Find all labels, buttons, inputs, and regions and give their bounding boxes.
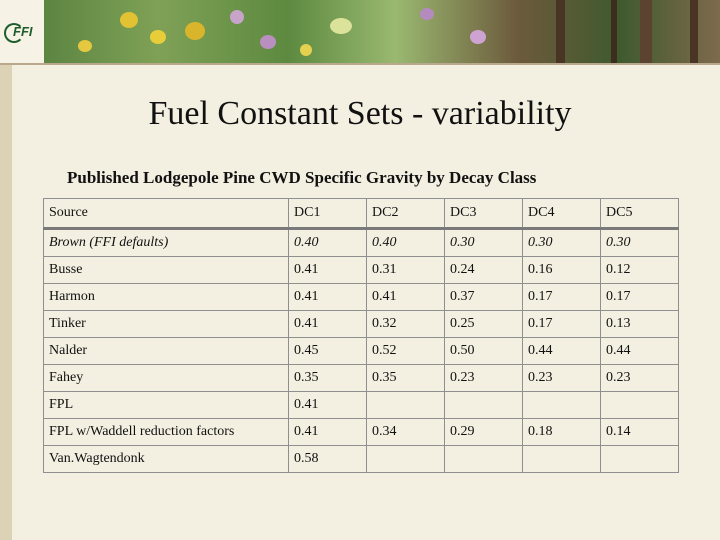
value-cell: 0.31: [366, 256, 445, 284]
flower: [120, 12, 138, 28]
value-cell: 0.13: [600, 310, 679, 338]
tree-trunk: [690, 0, 698, 63]
value-cell: 0.45: [288, 337, 367, 365]
value-cell: 0.18: [522, 418, 601, 446]
table-header-row: Source DC1 DC2 DC3 DC4 DC5: [43, 198, 679, 230]
table-row: Nalder 0.45 0.52 0.50 0.44 0.44: [43, 337, 679, 365]
value-cell: 0.41: [288, 418, 367, 446]
value-cell: [522, 445, 601, 473]
value-cell: 0.41: [366, 283, 445, 311]
source-cell: Fahey: [43, 364, 289, 392]
table-row: Harmon 0.41 0.41 0.37 0.17 0.17: [43, 283, 679, 311]
banner-divider: [0, 63, 720, 65]
table-row: Tinker 0.41 0.32 0.25 0.17 0.13: [43, 310, 679, 338]
column-header: DC2: [366, 198, 445, 230]
value-cell: 0.35: [366, 364, 445, 392]
specific-gravity-table: Source DC1 DC2 DC3 DC4 DC5 Brown (FFI de…: [43, 198, 679, 473]
value-cell: [600, 391, 679, 419]
value-cell: 0.34: [366, 418, 445, 446]
value-cell: [600, 445, 679, 473]
value-cell: 0.17: [522, 283, 601, 311]
column-header: DC3: [444, 198, 523, 230]
column-header: DC4: [522, 198, 601, 230]
value-cell: [366, 391, 445, 419]
value-cell: [522, 391, 601, 419]
slide-title: Fuel Constant Sets - variability: [148, 95, 572, 132]
table-row: FPL 0.41: [43, 391, 679, 419]
value-cell: 0.40: [288, 228, 367, 257]
ffi-logo: FFI: [4, 22, 40, 43]
value-cell: 0.14: [600, 418, 679, 446]
table-row: Brown (FFI defaults) 0.40 0.40 0.30 0.30…: [43, 228, 679, 257]
table-row: FPL w/Waddell reduction factors 0.41 0.3…: [43, 418, 679, 446]
flower: [330, 18, 352, 34]
logo-panel: FFI: [0, 0, 44, 63]
flower: [185, 22, 205, 40]
value-cell: 0.44: [522, 337, 601, 365]
value-cell: 0.30: [444, 228, 523, 257]
column-header: DC5: [600, 198, 679, 230]
source-cell: Busse: [43, 256, 289, 284]
value-cell: 0.24: [444, 256, 523, 284]
flower: [470, 30, 486, 44]
value-cell: 0.37: [444, 283, 523, 311]
source-cell: Harmon: [43, 283, 289, 311]
value-cell: 0.23: [444, 364, 523, 392]
flower: [78, 40, 92, 52]
value-cell: 0.17: [600, 283, 679, 311]
tree-trunk: [556, 0, 565, 63]
flower: [260, 35, 276, 49]
value-cell: 0.41: [288, 391, 367, 419]
value-cell: 0.40: [366, 228, 445, 257]
header-banner: FFI: [0, 0, 720, 63]
table-row: Busse 0.41 0.31 0.24 0.16 0.12: [43, 256, 679, 284]
value-cell: 0.41: [288, 256, 367, 284]
left-accent-bar: [0, 65, 12, 540]
column-header: Source: [43, 198, 289, 230]
flower: [150, 30, 166, 44]
value-cell: 0.50: [444, 337, 523, 365]
table-caption: Published Lodgepole Pine CWD Specific Gr…: [67, 168, 537, 187]
flower: [230, 10, 244, 24]
value-cell: 0.23: [522, 364, 601, 392]
source-cell: FPL w/Waddell reduction factors: [43, 418, 289, 446]
value-cell: 0.17: [522, 310, 601, 338]
source-cell: Van.Wagtendonk: [43, 445, 289, 473]
value-cell: 0.23: [600, 364, 679, 392]
value-cell: [444, 391, 523, 419]
flower: [420, 8, 434, 20]
logo-text: FFI: [13, 24, 33, 39]
value-cell: 0.12: [600, 256, 679, 284]
value-cell: 0.52: [366, 337, 445, 365]
value-cell: 0.41: [288, 283, 367, 311]
value-cell: 0.29: [444, 418, 523, 446]
value-cell: 0.58: [288, 445, 367, 473]
tree-trunk: [611, 0, 617, 63]
value-cell: [444, 445, 523, 473]
value-cell: 0.30: [600, 228, 679, 257]
table-row: Van.Wagtendonk 0.58: [43, 445, 679, 473]
value-cell: 0.30: [522, 228, 601, 257]
value-cell: 0.32: [366, 310, 445, 338]
source-cell: Brown (FFI defaults): [43, 228, 289, 257]
value-cell: 0.44: [600, 337, 679, 365]
table-row: Fahey 0.35 0.35 0.23 0.23 0.23: [43, 364, 679, 392]
value-cell: 0.25: [444, 310, 523, 338]
source-cell: Nalder: [43, 337, 289, 365]
value-cell: 0.41: [288, 310, 367, 338]
tree-trunk: [640, 0, 652, 63]
flower: [300, 44, 312, 56]
value-cell: 0.16: [522, 256, 601, 284]
source-cell: Tinker: [43, 310, 289, 338]
column-header: DC1: [288, 198, 367, 230]
value-cell: [366, 445, 445, 473]
logo-ring-icon: [4, 23, 24, 43]
source-cell: FPL: [43, 391, 289, 419]
value-cell: 0.35: [288, 364, 367, 392]
